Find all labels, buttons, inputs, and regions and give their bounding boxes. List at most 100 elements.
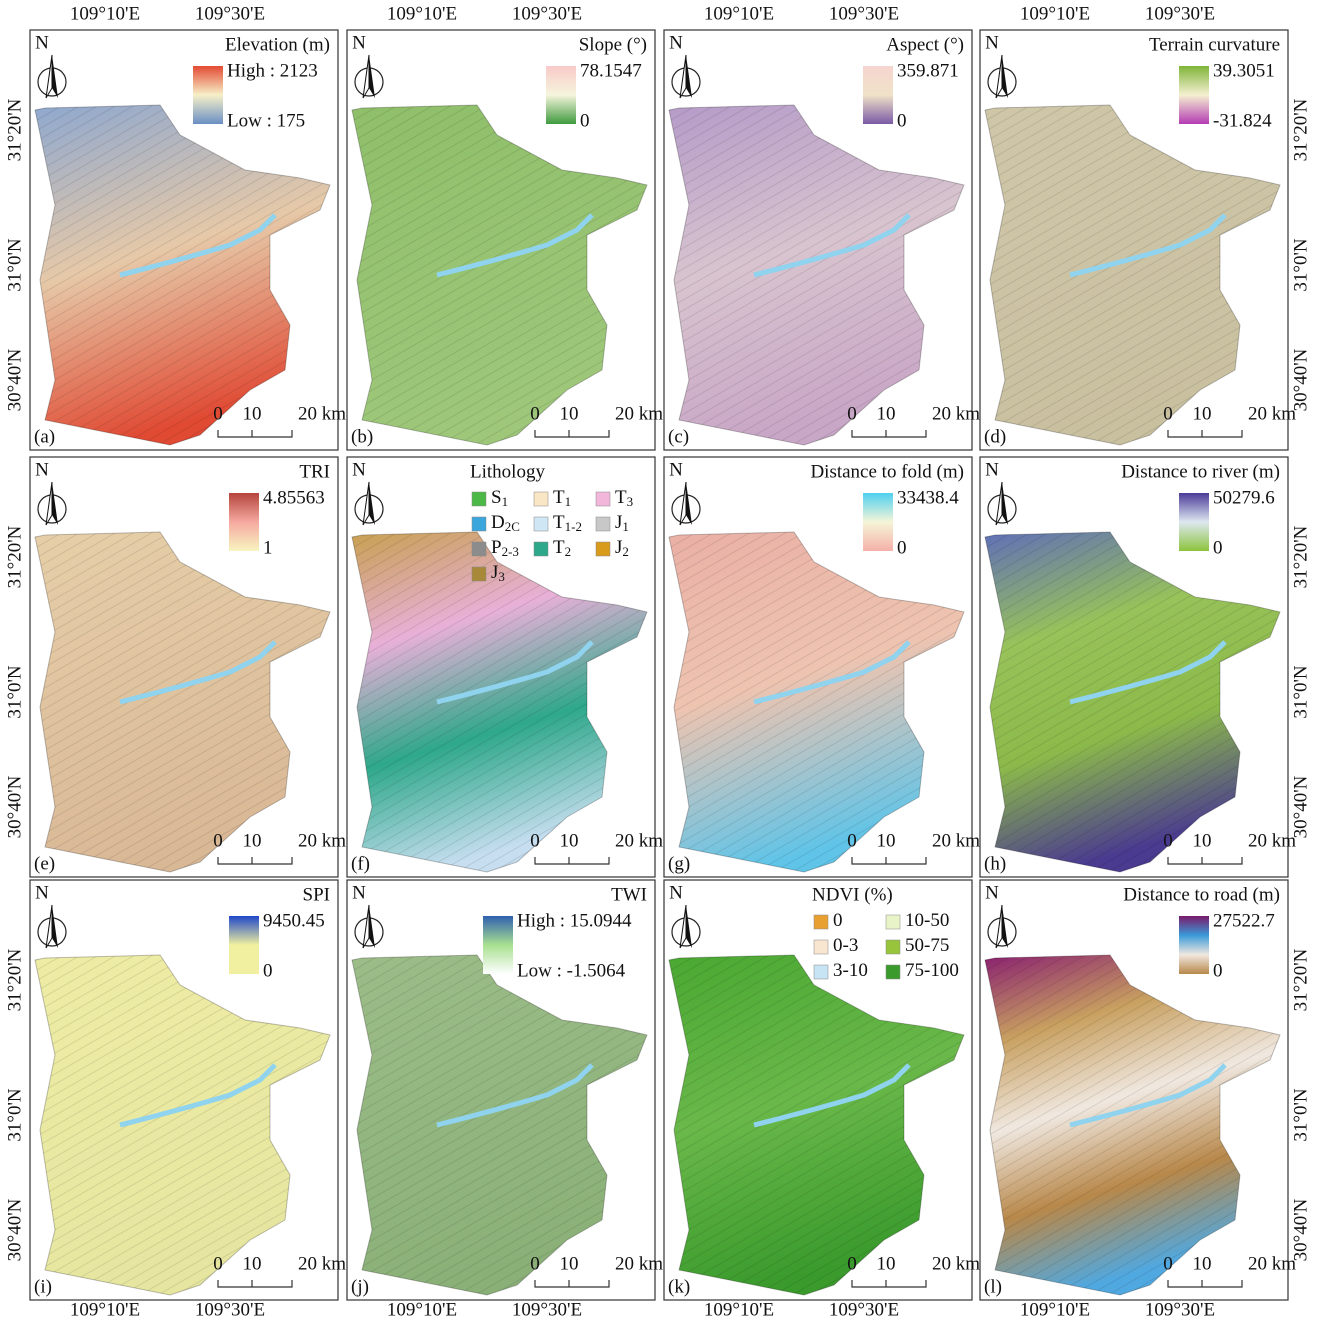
longitude-label: 109°30'E (1145, 3, 1215, 24)
legend-swatch (814, 965, 828, 979)
map-panel: N(h)01020 kmDistance to river (m)50279.6… (980, 457, 1296, 877)
north-label: N (985, 32, 999, 53)
legend-swatch (472, 517, 486, 531)
panel-label: (d) (984, 426, 1006, 447)
class-symbol: 75-100 (905, 960, 959, 981)
scale-label: 10 (560, 1253, 579, 1274)
legend-title: TRI (299, 461, 330, 482)
figure: 109°10'E 109°10'E 109°30'E 109°30'E 109°10'E… (0, 0, 1317, 1323)
class-symbol: 50-75 (905, 935, 949, 956)
scale-label: 10 (1193, 1253, 1212, 1274)
legend-swatch (596, 492, 610, 506)
scale-label: 0 (1163, 1253, 1173, 1274)
legend-title: Elevation (m) (225, 34, 330, 55)
north-label: N (35, 459, 49, 480)
class-symbol: T (615, 487, 627, 508)
latitude-label: 31°20'N (1290, 98, 1311, 161)
north-label: N (985, 459, 999, 480)
latitude-label: 31°0'N (4, 1088, 25, 1142)
class-subscript: 2 (565, 544, 572, 559)
panel-label: (l) (984, 1276, 1002, 1297)
legend-title: Distance to river (m) (1121, 461, 1280, 482)
panel-label: (c) (668, 426, 689, 447)
panel-label: (j) (351, 1276, 369, 1297)
longitude-label: 109°10'E (1020, 1299, 1090, 1320)
scale-label: 0 (530, 403, 540, 424)
longitude-label: 109°10'E (704, 3, 774, 24)
legend-swatch (886, 915, 900, 929)
longitude-label: 109°10'E (387, 3, 457, 24)
longitude-label: 109°10'E (70, 1299, 140, 1320)
legend-high: 39.3051 (1213, 60, 1275, 81)
legend-swatch (814, 940, 828, 954)
legend-low: 0 (1213, 537, 1223, 558)
legend-ramp (1179, 66, 1209, 124)
panel-label: (f) (351, 853, 370, 874)
class-symbol: T (553, 512, 565, 533)
legend-ramp (193, 66, 223, 124)
legend-class: 3-10 (833, 960, 868, 981)
legend-swatch (814, 915, 828, 929)
legend-low: 0 (897, 537, 907, 558)
legend-low: 1 (263, 537, 273, 558)
longitude-label: 109°30'E (512, 1299, 582, 1320)
legend-swatch (472, 542, 486, 556)
scale-label: 0 (847, 1253, 857, 1274)
legend-ramp (229, 493, 259, 551)
scale-label: 10 (877, 403, 896, 424)
longitude-label: 109°30'E (829, 1299, 899, 1320)
legend-high: 9450.45 (263, 910, 325, 931)
legend-high: High : 15.0944 (517, 910, 632, 931)
map-panel: N(d)01020 kmTerrain curvature39.3051-31.… (980, 30, 1296, 450)
scale-label: 0 (847, 830, 857, 851)
north-label: N (352, 882, 366, 903)
latitude-label: 30°40'N (4, 348, 25, 411)
legend-high: 4.85563 (263, 487, 325, 508)
class-symbol: 3-10 (833, 960, 868, 981)
class-symbol: J (491, 562, 498, 583)
legend-low: -31.824 (1213, 110, 1272, 131)
map-panel: N(f)01020 kmLithologyS1T1T3D2CT1-2J1P2-3… (347, 457, 663, 877)
latitude-label: 30°40'N (1290, 775, 1311, 838)
scale-label: 20 km (932, 830, 980, 851)
scale-label: 10 (877, 830, 896, 851)
scale-label: 10 (560, 403, 579, 424)
scale-label: 20 km (298, 1253, 346, 1274)
scale-label: 20 km (1248, 1253, 1296, 1274)
longitude-label: 109°10'E (1020, 3, 1090, 24)
scale-label: 10 (1193, 403, 1212, 424)
legend-high: 33438.4 (897, 487, 959, 508)
legend-high: 78.1547 (580, 60, 642, 81)
legend-ramp (863, 493, 893, 551)
map-panel: N(l)01020 kmDistance to road (m)27522.70 (980, 880, 1296, 1300)
legend-swatch (472, 492, 486, 506)
latitude-label: 30°40'N (4, 775, 25, 838)
panel-label: (h) (984, 853, 1006, 874)
longitude-label: 109°30'E (512, 3, 582, 24)
legend-ramp (546, 66, 576, 124)
north-label: N (35, 882, 49, 903)
scale-label: 0 (213, 1253, 223, 1274)
scale-label: 0 (213, 403, 223, 424)
legend-class: 50-75 (905, 935, 949, 956)
legend-class: 0 (833, 910, 843, 931)
scale-label: 0 (847, 403, 857, 424)
longitude-label: 109°30'E (829, 3, 899, 24)
scale-label: 0 (530, 1253, 540, 1274)
scale-label: 20 km (615, 1253, 663, 1274)
class-symbol: T (553, 537, 565, 558)
longitude-label: 109°10'E (704, 1299, 774, 1320)
legend-title: TWI (611, 884, 647, 905)
legend-swatch (596, 542, 610, 556)
north-label: N (669, 882, 683, 903)
class-symbol: S (491, 487, 502, 508)
scale-label: 20 km (932, 403, 980, 424)
latitude-label: 31°20'N (1290, 948, 1311, 1011)
latitude-label: 31°20'N (4, 525, 25, 588)
longitude-label: 109°10'E (387, 1299, 457, 1320)
panel-label: (b) (351, 426, 373, 447)
legend-swatch (534, 517, 548, 531)
class-subscript: 2C (505, 519, 520, 534)
class-symbol: 0 (833, 910, 843, 931)
